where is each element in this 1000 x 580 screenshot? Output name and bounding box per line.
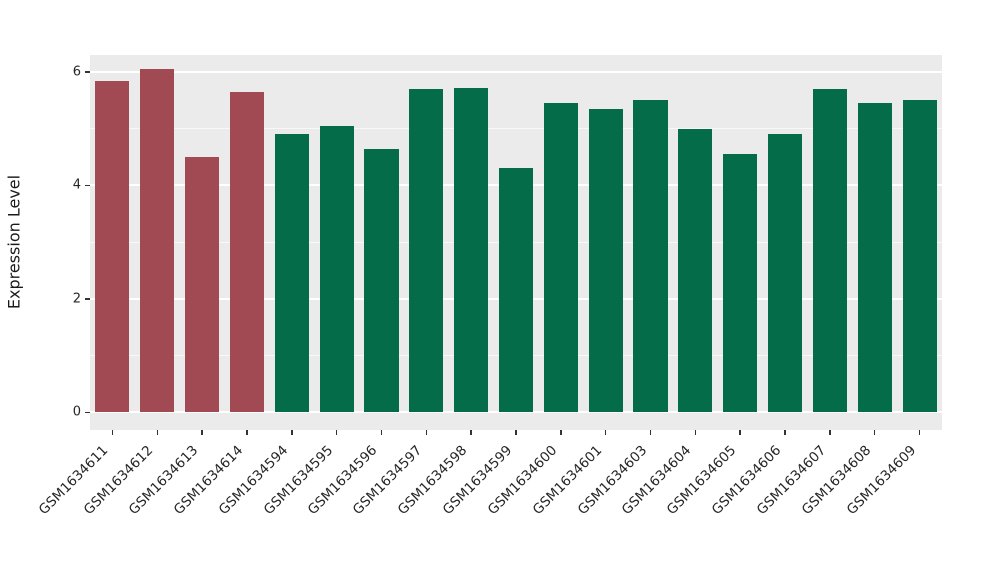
bar [409,89,444,413]
x-tick-mark [201,430,203,435]
x-tick-mark [335,430,338,435]
y-tick-label: 2 [72,291,81,307]
major-gridline [90,71,942,74]
bar [768,134,803,413]
y-tick-mark [85,71,90,73]
bar [229,91,264,413]
bar [857,103,892,413]
bar [678,128,713,413]
bar [543,103,578,413]
plot-panel [90,55,942,430]
x-tick-mark [784,430,786,435]
bar [812,89,847,413]
bar [723,154,758,413]
y-tick-label: 0 [72,404,81,420]
bar [633,100,668,413]
x-tick-mark [291,430,293,435]
x-tick-mark [156,430,158,435]
x-tick-mark [246,430,248,435]
y-tick-label: 4 [72,177,81,193]
bar [498,168,534,413]
y-tick-mark [85,298,90,300]
x-tick-mark [515,430,517,435]
x-tick-mark [470,430,472,435]
y-tick-label: 6 [72,64,81,80]
x-tick-mark [649,430,652,435]
x-tick-mark [380,430,383,435]
bar [454,87,489,413]
y-tick-mark [85,411,90,414]
x-tick-mark [739,430,741,435]
minor-gridline [90,128,942,130]
bar [588,108,623,413]
bar [140,69,175,413]
bar [319,125,354,413]
major-gridline [90,411,942,414]
x-tick-mark [873,430,876,435]
bar [95,80,130,413]
x-tick-mark [560,430,562,435]
y-tick-mark [85,184,90,187]
x-tick-mark [829,430,831,435]
x-tick-mark [111,430,114,435]
x-tick-mark [694,430,697,435]
x-tick-mark [604,430,607,435]
x-tick-mark [918,430,921,435]
bar [902,100,937,413]
bar [364,148,399,413]
bar [185,157,220,413]
x-tick-mark [425,430,428,435]
bar [274,134,309,413]
y-axis-label: Expression Level [4,174,24,310]
